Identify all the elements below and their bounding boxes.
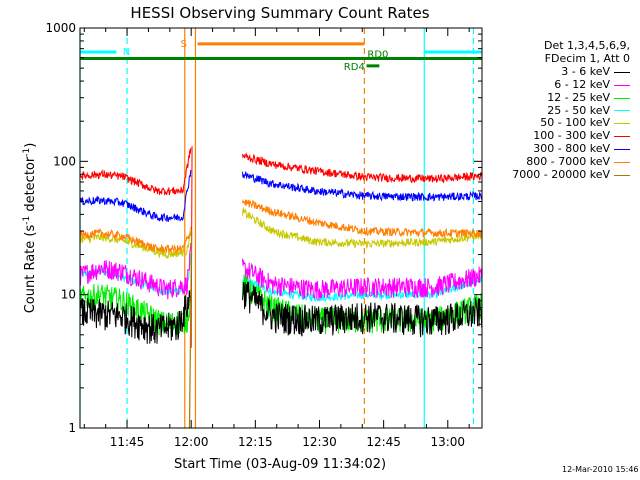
series-1-after <box>242 258 483 301</box>
y-axis-label-part-1: Count Rate (s <box>23 225 38 314</box>
legend-header-line-1: Det 1,3,4,5,6,9, <box>543 39 630 52</box>
legend-swatch <box>614 84 630 86</box>
legend-label: 7000 - 20000 keV <box>512 168 610 182</box>
legend-entry: 300 - 800 keV <box>488 142 630 156</box>
timestamp-label: 12-Mar-2010 15:46 <box>562 465 639 474</box>
series-5-before <box>79 147 192 196</box>
legend-entry: 100 - 300 keV <box>488 129 630 143</box>
x-tick-label-12:00: 12:00 <box>174 435 209 449</box>
legend-entry: 6 - 12 keV <box>488 77 630 92</box>
legend-label: 6 - 12 keV <box>554 77 610 91</box>
series-6-before <box>79 169 192 223</box>
x-tick-label-12:15: 12:15 <box>238 435 273 449</box>
legend-swatch <box>614 149 630 151</box>
chart-legend: Det 1,3,4,5,6,9, FDecim 1, Att 0 3 - 6 k… <box>488 39 630 182</box>
y-axis-label-part-2: detector <box>23 156 38 216</box>
series-1-before <box>79 242 192 300</box>
y-axis-label-sup-1: -1 <box>22 216 32 225</box>
legend-swatch <box>614 71 630 73</box>
y-axis-label-part-3: ) <box>23 143 38 148</box>
legend-label: 3 - 6 keV <box>561 64 610 78</box>
legend-label: 800 - 7000 keV <box>526 155 610 169</box>
legend-swatch <box>614 97 630 99</box>
y-tick-label-100: 100 <box>53 154 76 168</box>
series-6-after <box>242 171 483 202</box>
flag-label-N: N <box>123 47 130 58</box>
x-tick-label-13:00: 13:00 <box>430 435 465 449</box>
legend-swatch <box>614 175 630 177</box>
series-0-before <box>79 290 192 344</box>
legend-entry: 25 - 50 keV <box>488 103 630 118</box>
x-axis-label: Start Time (03-Aug-09 11:34:02) <box>174 457 386 472</box>
series-4-before <box>79 226 192 259</box>
y-axis-label: Count Rate (s-1 detector-1) <box>22 143 38 314</box>
legend-swatch <box>614 110 630 112</box>
y-tick-label-10: 10 <box>61 288 76 302</box>
x-tick-label-12:30: 12:30 <box>302 435 337 449</box>
y-tick-label-1: 1 <box>68 421 76 435</box>
chart-title: HESSI Observing Summary Count Rates <box>130 4 429 22</box>
x-tick-label-12:45: 12:45 <box>366 435 401 449</box>
legend-swatch <box>614 123 630 125</box>
legend-entry: 800 - 7000 keV <box>488 155 630 169</box>
flag-label-RD4: RD4 <box>344 62 365 73</box>
series-5-after <box>242 152 483 184</box>
legend-entry: 3 - 6 keV <box>488 64 630 79</box>
series-0-after <box>242 281 483 338</box>
series-7-after <box>242 198 483 239</box>
series-4-after <box>242 206 483 249</box>
legend-label: 50 - 100 keV <box>540 116 610 130</box>
legend-label: 12 - 25 keV <box>547 90 610 104</box>
legend-entry: 12 - 25 keV <box>488 90 630 105</box>
x-tick-label-11:45: 11:45 <box>110 435 145 449</box>
legend-swatch <box>614 136 630 138</box>
series-2-before <box>79 283 192 336</box>
legend-label: 100 - 300 keV <box>533 129 610 143</box>
flare-rise <box>188 231 193 429</box>
flag-label-S: S <box>181 39 187 50</box>
legend-entry: 7000 - 20000 keV <box>488 168 630 182</box>
legend-label: 25 - 50 keV <box>547 103 610 117</box>
y-tick-label-1000: 1000 <box>45 21 76 35</box>
plot-frame <box>79 27 483 429</box>
legend-header-line-2: FDecim 1, Att 0 <box>544 51 630 65</box>
legend-swatch <box>614 162 630 164</box>
y-axis-label-sup-2: -1 <box>22 148 32 157</box>
flag-label-RD0: RD0 <box>367 50 388 61</box>
series-7-before <box>79 227 192 254</box>
legend-entry: 50 - 100 keV <box>488 117 630 130</box>
legend-label: 300 - 800 keV <box>533 142 610 156</box>
